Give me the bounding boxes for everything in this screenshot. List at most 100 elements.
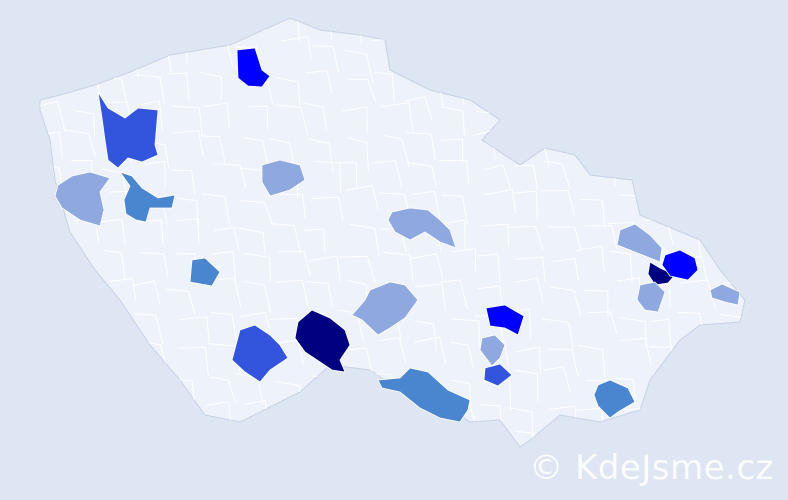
district-border [477, 285, 504, 310]
district-lightest[interactable] [387, 207, 457, 249]
district-border [110, 277, 137, 301]
district-border [374, 71, 395, 103]
district-border [139, 252, 169, 278]
district-border [715, 343, 745, 371]
district-border [133, 74, 165, 104]
district-border [240, 311, 272, 336]
district-border [440, 279, 468, 310]
district-border [167, 400, 194, 426]
district-border [73, 109, 96, 137]
district-medium[interactable] [483, 363, 513, 387]
district-border [70, 410, 102, 439]
district-strong[interactable] [236, 47, 271, 88]
district-border [302, 102, 328, 131]
highlighted-districts [54, 47, 741, 423]
district-border [449, 341, 474, 369]
district-border [577, 344, 606, 378]
district-border [203, 18, 235, 41]
district-border [209, 376, 237, 404]
district-border [584, 289, 609, 317]
district-border [613, 80, 641, 104]
district-border [309, 255, 341, 283]
district-border [131, 280, 161, 304]
district-border [440, 138, 464, 163]
district-lightest[interactable] [261, 159, 306, 197]
district-light[interactable] [593, 379, 636, 419]
district-darkest[interactable] [647, 261, 676, 286]
district-medium[interactable] [97, 91, 159, 169]
district-border [621, 18, 649, 43]
district-border [750, 191, 776, 221]
district-border [642, 18, 672, 34]
district-border [475, 69, 508, 100]
district-border [178, 346, 209, 376]
district-border [269, 138, 296, 173]
district-border [711, 398, 742, 425]
district-border [172, 130, 204, 157]
district-border [584, 18, 616, 38]
district-medium[interactable] [231, 324, 289, 383]
district-border [484, 189, 517, 215]
district-border [438, 159, 470, 185]
district-border [140, 100, 163, 131]
district-border [405, 161, 438, 189]
district-border [211, 251, 237, 282]
district-lightest[interactable] [351, 281, 419, 336]
district-border [242, 137, 270, 170]
district-border [755, 127, 786, 153]
district-border [575, 245, 606, 273]
district-border [511, 70, 538, 95]
district-border [201, 193, 231, 225]
district-lightest[interactable] [54, 171, 111, 227]
district-border [543, 366, 571, 392]
district-border [40, 254, 66, 281]
district-border [246, 105, 269, 130]
district-border [144, 161, 166, 187]
district-strong[interactable] [485, 304, 525, 336]
district-lightest[interactable] [479, 334, 506, 367]
district-border [102, 249, 126, 280]
district-border [720, 103, 745, 133]
district-border [176, 197, 199, 227]
district-light[interactable] [377, 367, 471, 423]
district-border [507, 18, 535, 39]
district-border [649, 318, 672, 348]
district-border [74, 285, 96, 316]
district-border [200, 71, 222, 100]
district-border [340, 425, 369, 447]
district-darkest[interactable] [294, 309, 351, 373]
district-border [305, 69, 333, 94]
district-border [99, 402, 124, 435]
district-border [64, 258, 90, 291]
district-border [345, 185, 379, 210]
district-border [176, 218, 200, 245]
district-border [676, 18, 708, 45]
district-strong[interactable] [661, 249, 699, 281]
district-lightest[interactable] [616, 223, 663, 263]
district-border [546, 18, 573, 42]
district-light[interactable] [189, 257, 221, 287]
district-border [644, 73, 670, 97]
district-border [308, 431, 337, 447]
district-lightest[interactable] [709, 283, 741, 306]
district-border [371, 160, 403, 189]
district-border [166, 438, 193, 447]
district-light[interactable] [118, 171, 176, 223]
district-border [416, 436, 447, 447]
district-border [381, 102, 414, 133]
district-border [746, 315, 773, 344]
district-border [245, 281, 272, 314]
district-border [382, 251, 414, 282]
district-border [348, 380, 375, 408]
district-lightest[interactable] [636, 281, 666, 313]
district-border [643, 39, 676, 67]
district-border [275, 279, 309, 307]
district-border [201, 135, 226, 165]
district-border [40, 18, 61, 41]
district-border [239, 427, 266, 447]
district-border [213, 226, 240, 252]
district-border [281, 36, 312, 60]
district-border [576, 106, 600, 131]
district-border [689, 339, 715, 368]
